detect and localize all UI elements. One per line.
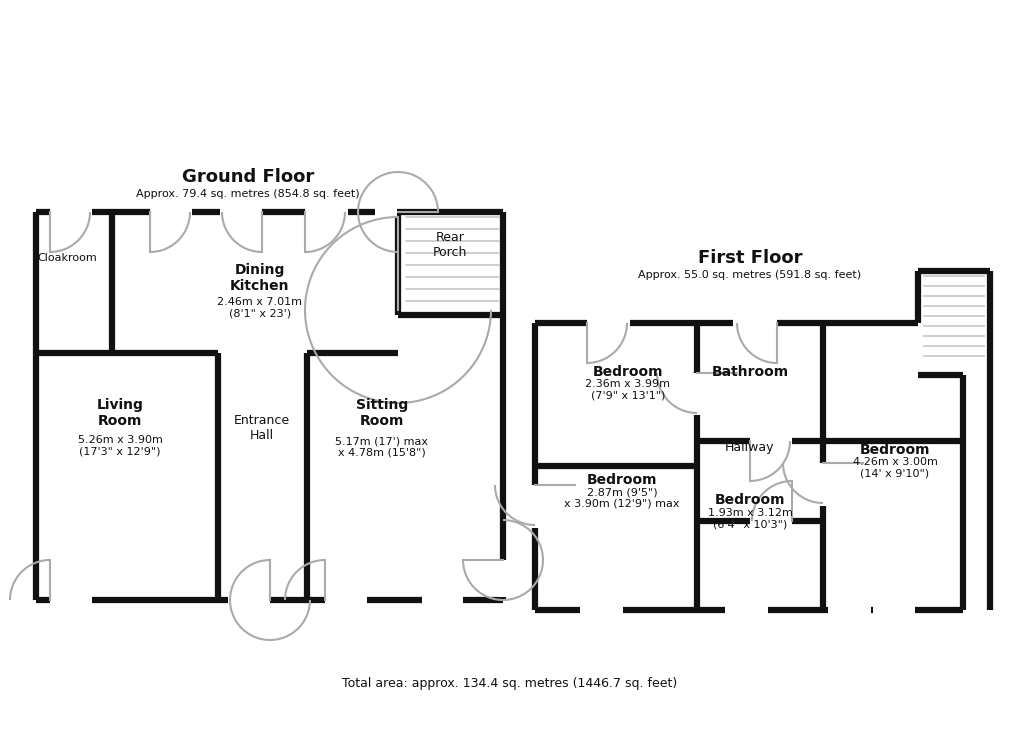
Text: Approx. 79.4 sq. metres (854.8 sq. feet): Approx. 79.4 sq. metres (854.8 sq. feet) <box>137 189 360 199</box>
Text: Hallway: Hallway <box>725 441 774 455</box>
Text: Sitting
Room: Sitting Room <box>356 398 408 428</box>
Text: First Floor: First Floor <box>697 249 802 267</box>
Text: 5.17m (17') max
x 4.78m (15'8"): 5.17m (17') max x 4.78m (15'8") <box>335 436 428 458</box>
Text: 2.87m (9'5")
x 3.90m (12'9") max: 2.87m (9'5") x 3.90m (12'9") max <box>564 487 679 509</box>
Text: Approx. 55.0 sq. metres (591.8 sq. feet): Approx. 55.0 sq. metres (591.8 sq. feet) <box>638 270 861 280</box>
Text: Bedroom: Bedroom <box>592 365 662 379</box>
Text: Bedroom: Bedroom <box>859 443 929 457</box>
Text: 5.26m x 3.90m
(17'3" x 12'9"): 5.26m x 3.90m (17'3" x 12'9") <box>77 436 162 457</box>
Text: Bedroom: Bedroom <box>714 493 785 507</box>
Text: Entrance
Hall: Entrance Hall <box>233 414 289 442</box>
Text: Bedroom: Bedroom <box>586 473 656 487</box>
Text: Bathroom: Bathroom <box>710 365 788 379</box>
Text: Living
Room: Living Room <box>97 398 144 428</box>
Text: Rear
Porch: Rear Porch <box>432 231 467 259</box>
Text: 2.46m x 7.01m
(8'1" x 23'): 2.46m x 7.01m (8'1" x 23') <box>217 298 303 319</box>
Text: Ground Floor: Ground Floor <box>181 168 314 186</box>
Text: Dining
Kitchen: Dining Kitchen <box>230 263 289 293</box>
Text: 1.93m x 3.12m
(6'4" x 10'3"): 1.93m x 3.12m (6'4" x 10'3") <box>707 508 792 530</box>
Text: 2.36m x 3.99m
(7'9" x 13'1"): 2.36m x 3.99m (7'9" x 13'1") <box>585 379 669 401</box>
Text: Cloakroom: Cloakroom <box>37 253 97 263</box>
Text: 4.26m x 3.00m
(14' x 9'10"): 4.26m x 3.00m (14' x 9'10") <box>852 457 936 479</box>
Text: Total area: approx. 134.4 sq. metres (1446.7 sq. feet): Total area: approx. 134.4 sq. metres (14… <box>342 677 677 689</box>
